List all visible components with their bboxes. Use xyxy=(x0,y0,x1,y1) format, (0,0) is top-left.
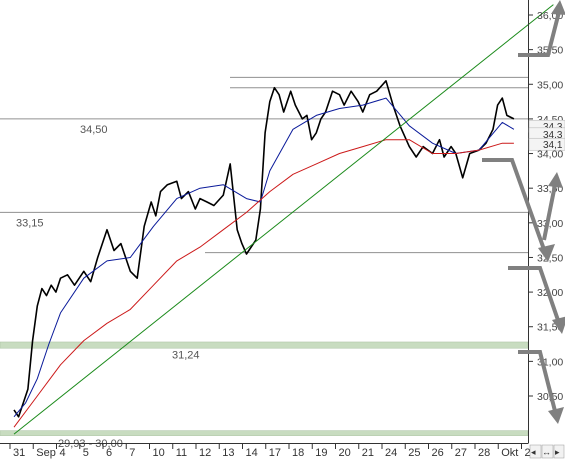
scroll-controls[interactable]: ◂ ↔ ▸ xyxy=(529,444,565,459)
arrow-icon xyxy=(518,7,562,57)
arrow-head-icon xyxy=(538,244,555,262)
annotation-label: 33,15 xyxy=(16,217,44,229)
x-tick-label: 31 xyxy=(13,447,25,459)
x-tick-label: 10 xyxy=(153,447,165,459)
x-tick-label: 18 xyxy=(292,447,304,459)
plot-background xyxy=(0,0,528,443)
annotations: 34,50 33,15 31,24 29,93 - 30,00 xyxy=(16,124,200,450)
x-tick-label: 20 xyxy=(339,447,351,459)
y-tick-label: 33,00 xyxy=(537,218,563,230)
x-tick-label: 2 xyxy=(525,447,531,459)
series-line xyxy=(13,97,515,418)
x-tick-label: Okt xyxy=(501,447,518,459)
scroll-both-button[interactable] xyxy=(541,444,554,459)
y-tick-label: 34,00 xyxy=(537,149,563,161)
arrow-icon xyxy=(508,266,562,327)
y-tick-label: 35,00 xyxy=(537,79,563,91)
support-zone xyxy=(0,430,529,436)
x-tick-label: 21 xyxy=(362,447,374,459)
arrow-head-icon xyxy=(552,316,565,334)
arrow-icon xyxy=(518,350,558,416)
x-tick-label: 24 xyxy=(385,447,397,459)
arrow-icon xyxy=(542,179,558,241)
annotation-label: 31,24 xyxy=(172,350,200,362)
scroll-left-icon: ◂ xyxy=(531,447,536,457)
x-axis: 31 Sep 4 5 6 7 10 11 12 13 14 17 18 19 20 21 24 25 26 27 28 O… xyxy=(9,443,531,459)
scroll-right-button[interactable] xyxy=(553,444,565,459)
x-tick-label: 13 xyxy=(222,447,234,459)
scroll-both-icon: ↔ xyxy=(542,447,551,457)
arrow-icon xyxy=(482,158,548,256)
trend-arrows xyxy=(482,0,565,424)
series-lines xyxy=(13,4,554,435)
x-tick-label: 19 xyxy=(315,447,327,459)
last-value-labels: 34,334,334,1 xyxy=(528,119,565,151)
y-axis: 30,5031,0031,5032,0032,5033,0033,5034,00… xyxy=(528,10,563,403)
last-value-box xyxy=(528,137,565,151)
x-tick-label: 27 xyxy=(455,447,467,459)
annotation-label: 29,93 - 30,00 xyxy=(58,438,123,450)
arrow-head-icon xyxy=(551,0,565,15)
x-tick-label: 26 xyxy=(432,447,444,459)
x-tick-label: 11 xyxy=(176,447,187,459)
last-value-label: 34,3 xyxy=(543,130,563,141)
scroll-right-icon: ▸ xyxy=(555,447,560,457)
series-line xyxy=(13,139,514,428)
arrow-head-icon xyxy=(548,407,564,424)
x-tick-label: 17 xyxy=(269,447,281,459)
x-tick-label: Sep xyxy=(36,447,56,459)
x-tick-label: 25 xyxy=(408,447,420,459)
x-tick-label: 14 xyxy=(246,447,258,459)
x-tick-label: 4 xyxy=(60,447,66,459)
x-tick-label: 6 xyxy=(106,447,112,459)
x-tick-label: 5 xyxy=(83,447,89,459)
last-value-label: 34,1 xyxy=(543,140,563,151)
scroll-left-button[interactable] xyxy=(529,444,542,459)
x-tick-label: 28 xyxy=(478,447,490,459)
arrow-head-icon xyxy=(548,172,563,188)
series-line xyxy=(13,4,554,435)
x-tick-label: 12 xyxy=(199,447,211,459)
annotation-label: 34,50 xyxy=(80,124,108,136)
x-tick-label: 7 xyxy=(129,447,135,459)
